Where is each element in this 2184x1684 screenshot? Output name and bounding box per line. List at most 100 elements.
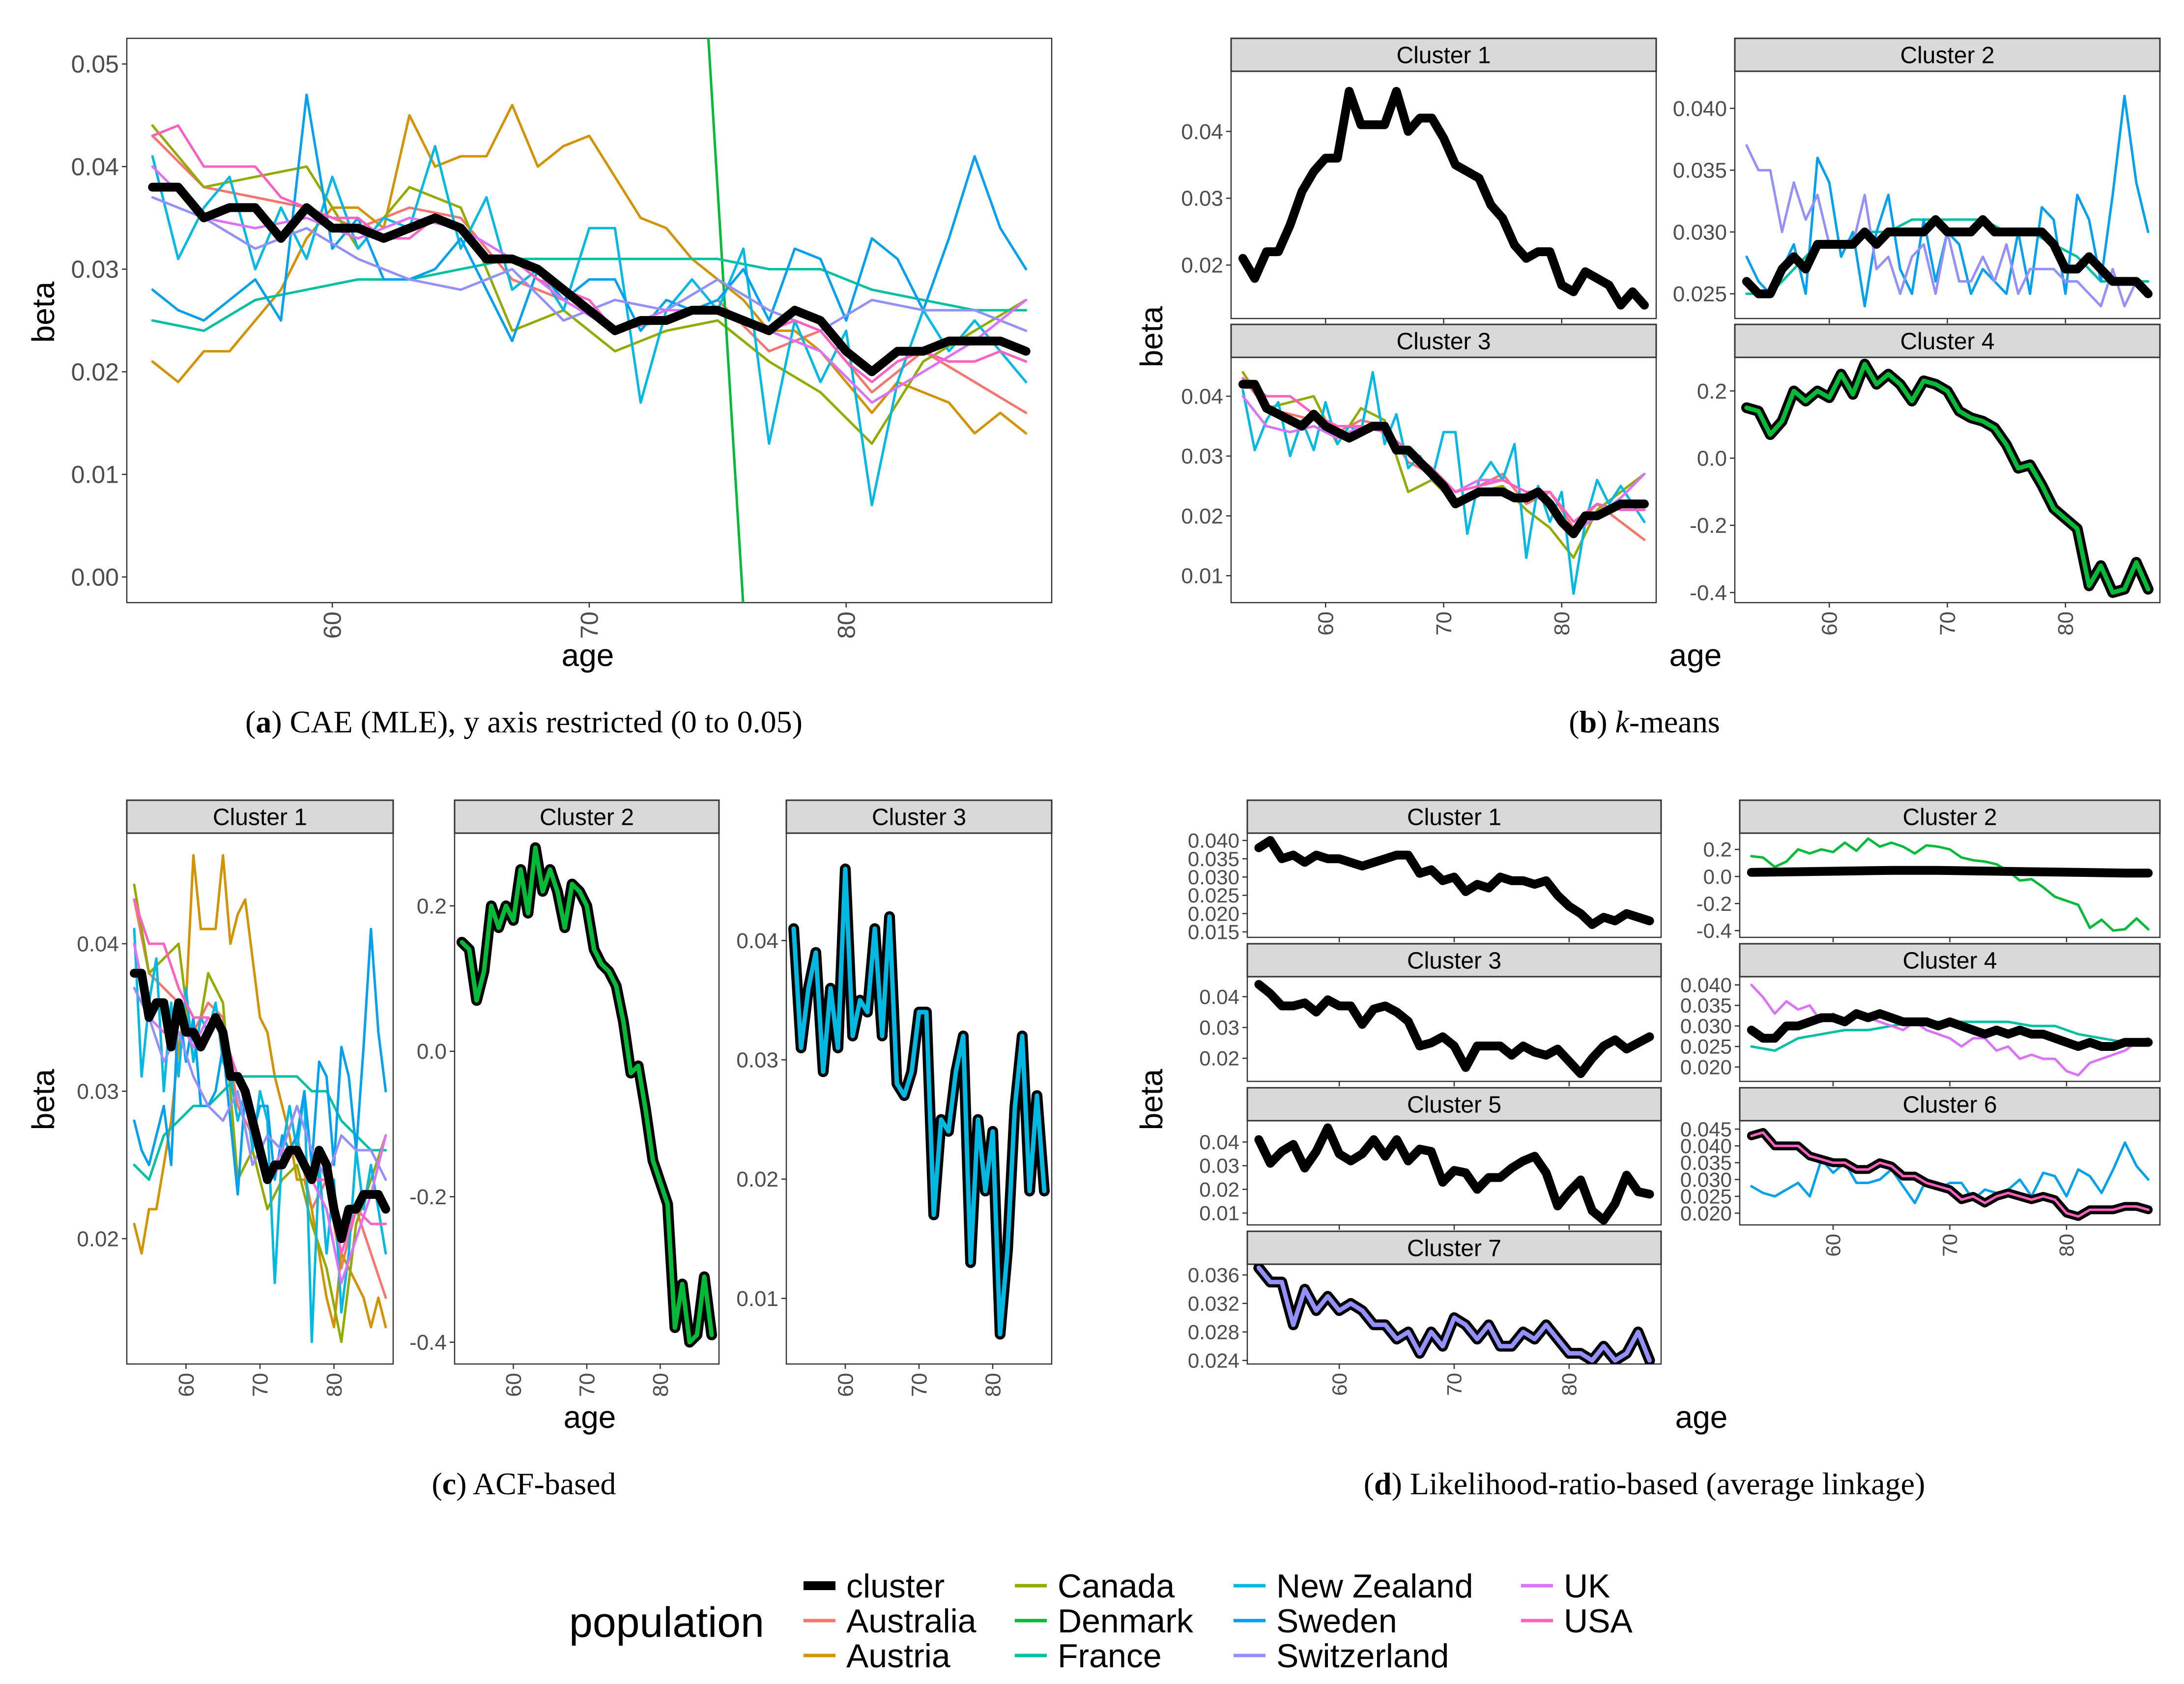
series-group-d4 xyxy=(1747,984,2153,1076)
strip-label-b1: Cluster 1 xyxy=(1396,43,1491,69)
series-group-d3 xyxy=(1254,980,1654,1078)
panel-d7: Cluster 7 0.024 0.028 0.032 0.036 60 70 80 xyxy=(1188,1230,1662,1396)
ytick-label-c1-1: 0.03 xyxy=(77,1079,119,1103)
ytick-label-b3-0: 0.01 xyxy=(1181,564,1223,588)
series-line-c1-cluster xyxy=(130,969,390,1243)
series-line-b2-cluster xyxy=(1742,215,2153,298)
series-line-d6-usa xyxy=(1750,1131,2150,1218)
series-line-a-france xyxy=(151,258,1028,332)
series-line-c1-canada xyxy=(133,883,387,1343)
panel-d-xlabel: age xyxy=(1675,1399,1728,1435)
legend-label-switzerland: Switzerland xyxy=(1276,1637,1449,1675)
xtick-label-c3-2: 80 xyxy=(981,1373,1005,1397)
panel-c-ylabel: beta xyxy=(26,1069,61,1130)
caption-b: (b) k-means xyxy=(1569,704,1720,739)
legend-label-denmark: Denmark xyxy=(1058,1602,1194,1640)
series-line-a-new-zealand xyxy=(151,145,1028,507)
ytick-label-d1-1: 0.020 xyxy=(1188,902,1239,925)
ytick-label-c1-2: 0.04 xyxy=(77,932,119,956)
legend-label-uk: UK xyxy=(1564,1568,1610,1605)
ytick-label-d7-3: 0.036 xyxy=(1188,1263,1239,1286)
panel-a-xlabel: age xyxy=(562,638,614,673)
legend-item-usa: USA xyxy=(1521,1602,1633,1640)
xtick-label-d7-2: 80 xyxy=(1558,1373,1581,1396)
xtick-label-a-2: 80 xyxy=(833,611,860,639)
ytick-label-b4-1: 0.0 xyxy=(1697,446,1727,470)
ytick-label-c2-2: -0.2 xyxy=(409,1185,447,1209)
series-group-d1 xyxy=(1254,836,1654,929)
xtick-label-c1-2: 80 xyxy=(322,1373,346,1397)
series-line-d2-cluster xyxy=(1747,866,2153,878)
panel-b4: Cluster 4 0.2 0.0 -0.2 -0.4 60 70 80 xyxy=(1690,323,2161,636)
series-group-b4 xyxy=(1741,358,2154,598)
caption-a: (a) CAE (MLE), y axis restricted (0 to 0… xyxy=(245,704,803,739)
series-group-b3 xyxy=(1238,371,1649,595)
ytick-label-b2-2: 0.035 xyxy=(1673,159,1727,183)
ytick-label-a-3: 0.03 xyxy=(71,256,119,283)
legend-item-new-zealand: New Zealand xyxy=(1234,1568,1473,1605)
ytick-label-d4-4: 0.040 xyxy=(1680,973,1732,996)
xtick-label-d6-2: 80 xyxy=(2055,1234,2078,1257)
ytick-label-a-2: 0.02 xyxy=(71,358,119,386)
series-line-d6-sweden xyxy=(1750,1141,2150,1204)
ytick-label-d4-3: 0.035 xyxy=(1680,994,1732,1017)
legend-item-switzerland: Switzerland xyxy=(1234,1637,1449,1675)
legend-item-sweden: Sweden xyxy=(1234,1602,1397,1640)
panel-d3: Cluster 3 0.02 0.03 0.04 xyxy=(1199,943,1662,1086)
ytick-label-d6-0: 0.020 xyxy=(1680,1202,1732,1225)
series-line-b3-cluster xyxy=(1238,379,1649,538)
xtick-label-a-1: 70 xyxy=(576,611,603,639)
xtick-label-b3-1: 70 xyxy=(1432,611,1456,636)
series-group-c3 xyxy=(788,863,1050,1340)
ytick-label-d4-1: 0.025 xyxy=(1680,1035,1732,1058)
xtick-label-b4-1: 70 xyxy=(1936,611,1960,636)
ytick-label-d5-1: 0.02 xyxy=(1199,1178,1239,1201)
ytick-label-b4-2: -0.2 xyxy=(1690,514,1727,538)
series-line-a-austria xyxy=(151,104,1028,435)
strip-b2 xyxy=(1734,37,2161,72)
strip-label-d4: Cluster 4 xyxy=(1902,948,1997,974)
panel-c3: Cluster 3 0.01 0.02 0.03 0.04 60 70 80 xyxy=(736,799,1053,1397)
strip-label-d3: Cluster 3 xyxy=(1407,948,1501,974)
panel-b-ylabel: beta xyxy=(1134,306,1169,367)
series-line-b3-new-zealand xyxy=(1241,371,1646,595)
ytick-label-c3-3: 0.04 xyxy=(736,929,778,953)
caption-c: (c) ACF-based xyxy=(431,1466,616,1501)
strip-c2 xyxy=(454,799,720,834)
legend-label-france: France xyxy=(1058,1637,1162,1675)
xtick-label-d7-1: 70 xyxy=(1443,1373,1466,1396)
series-line-b1-cluster xyxy=(1238,87,1649,310)
legend-item-uk: UK xyxy=(1521,1568,1610,1605)
ytick-label-d3-2: 0.04 xyxy=(1199,985,1239,1008)
strip-label-d2: Cluster 2 xyxy=(1902,805,1997,831)
legend-label-usa: USA xyxy=(1564,1602,1633,1640)
xtick-label-b4-2: 80 xyxy=(2054,611,2078,636)
ytick-label-a-4: 0.04 xyxy=(71,153,119,180)
xtick-label-c2-2: 80 xyxy=(649,1373,673,1397)
legend-label-sweden: Sweden xyxy=(1276,1602,1397,1640)
legend-label-canada: Canada xyxy=(1058,1568,1175,1605)
xtick-label-c2-0: 60 xyxy=(502,1373,526,1397)
panel-d-ylabel: beta xyxy=(1134,1069,1169,1130)
strip-label-d5: Cluster 5 xyxy=(1407,1092,1501,1118)
xtick-label-b4-0: 60 xyxy=(1818,611,1842,636)
strip-label-b4: Cluster 4 xyxy=(1900,329,1994,355)
series-line-c1-france xyxy=(133,1075,387,1181)
strip-label-d1: Cluster 1 xyxy=(1407,805,1501,831)
ytick-label-d7-2: 0.032 xyxy=(1188,1292,1239,1315)
strip-label-d7: Cluster 7 xyxy=(1407,1236,1501,1262)
panel-b2: Cluster 2 0.025 0.030 0.035 0.040 xyxy=(1673,37,2161,323)
series-group-c1 xyxy=(130,854,390,1343)
ytick-label-b4-3: -0.4 xyxy=(1690,581,1727,605)
ytick-label-d6-2: 0.030 xyxy=(1680,1168,1732,1191)
strip-c1 xyxy=(126,799,394,834)
ytick-label-d1-0: 0.015 xyxy=(1188,921,1239,944)
legend-item-france: France xyxy=(1015,1637,1162,1675)
legend-item-canada: Canada xyxy=(1015,1568,1175,1605)
ytick-label-b3-2: 0.03 xyxy=(1181,444,1223,468)
legend-label-australia: Australia xyxy=(846,1602,977,1640)
xtick-label-d7-0: 60 xyxy=(1328,1373,1351,1396)
